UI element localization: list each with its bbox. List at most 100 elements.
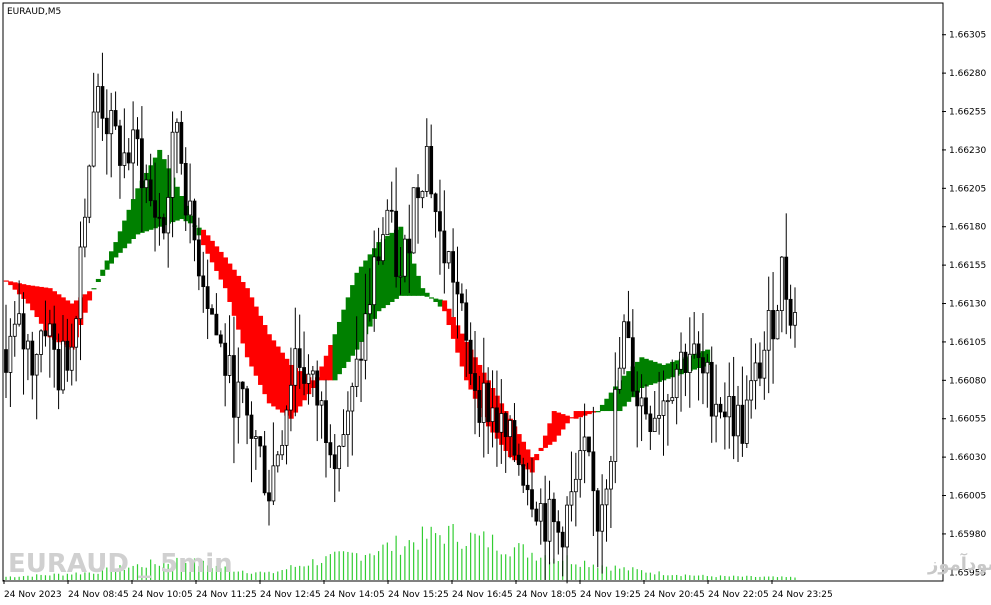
indicator-bar — [30, 285, 36, 311]
candle-body — [258, 436, 263, 447]
candle-body — [534, 508, 539, 522]
candle-body — [402, 238, 407, 277]
candle-body — [775, 310, 780, 340]
candle-body — [74, 318, 79, 348]
candle-body — [56, 348, 61, 391]
candle-body — [302, 367, 306, 384]
candle-body — [104, 117, 109, 135]
candle-body — [148, 179, 153, 202]
plot-frame — [2, 2, 944, 582]
candle-body — [192, 200, 197, 241]
candle-body — [297, 348, 302, 368]
candle-body — [118, 125, 122, 166]
candle-body — [771, 310, 775, 340]
indicator-bar — [332, 334, 338, 381]
candle-body — [525, 484, 530, 491]
candle-body — [416, 187, 420, 199]
candle-body — [648, 413, 653, 432]
candle-body — [613, 388, 618, 462]
indicator-bar — [38, 286, 44, 324]
candle-body — [319, 400, 324, 406]
candle-body — [139, 138, 144, 189]
candle-body — [407, 238, 412, 254]
candle-body — [665, 400, 670, 403]
candle-body — [600, 504, 605, 532]
candle-body — [740, 404, 745, 444]
candle-body — [87, 165, 92, 218]
candle-body — [275, 454, 280, 467]
indicator-bar — [385, 235, 391, 306]
indicator-bar — [82, 294, 88, 313]
indicator-bar — [104, 260, 110, 270]
indicator-bar — [236, 275, 242, 330]
candle-body — [144, 179, 149, 189]
candle-body — [69, 346, 74, 371]
indicator-bar — [350, 285, 356, 356]
candle-body — [280, 444, 285, 456]
x-tick-label: 24 Nov 12:45 — [260, 590, 321, 600]
indicator-bar — [336, 321, 342, 375]
indicator-bar — [354, 272, 360, 350]
candle-body — [100, 86, 105, 119]
candle-body — [214, 313, 219, 336]
indicator-bar — [639, 357, 645, 388]
indicator-bar — [279, 352, 285, 413]
candle-body — [635, 390, 640, 407]
indicator-bar — [648, 360, 654, 385]
candle-body — [749, 380, 754, 401]
candle-body — [91, 111, 96, 167]
x-tick-label: 24 Nov 16:45 — [452, 590, 513, 600]
candle-body — [359, 358, 363, 361]
x-axis: 24 Nov 2023 24 Nov 08:45 24 Nov 10:05 24 No… — [3, 580, 833, 600]
candle-body — [674, 368, 679, 399]
candle-body — [766, 310, 771, 351]
candle-body — [670, 397, 675, 402]
indicator-bar — [209, 240, 215, 263]
candle-body — [617, 367, 622, 390]
candle-body — [337, 445, 342, 470]
y-tick-label: 1.66005 — [949, 492, 986, 502]
indicator-bar — [420, 288, 426, 296]
candle-body — [236, 381, 241, 418]
indicator-bar — [415, 275, 421, 296]
indicator-bar — [266, 334, 272, 404]
indicator-bar — [525, 449, 531, 470]
candle-body — [442, 230, 447, 264]
candle-body — [161, 217, 166, 234]
candle-body — [240, 381, 245, 390]
candle-body — [39, 330, 43, 355]
candle-body — [687, 353, 692, 373]
indicator-bar — [262, 325, 268, 395]
x-tick-label: 24 Nov 2023 — [4, 590, 62, 600]
candle-body — [47, 323, 52, 337]
candle-body — [381, 234, 385, 262]
indicator-bar — [459, 333, 465, 367]
indicator-bar — [109, 251, 114, 264]
indicator-bar — [100, 269, 106, 276]
y-tick-label: 1.65980 — [949, 530, 986, 540]
candle-body — [201, 275, 206, 288]
indicator-bar — [341, 309, 347, 369]
candle-body — [521, 464, 526, 486]
indicator-bar — [556, 412, 562, 436]
candle-body — [538, 503, 543, 522]
candle-body — [218, 334, 223, 344]
indicator-bar — [389, 232, 395, 302]
y-tick-label: 1.66080 — [949, 376, 986, 386]
candle-body — [153, 200, 157, 218]
indicator-bar — [240, 282, 246, 344]
candle-body — [183, 163, 188, 216]
y-tick-label: 1.66105 — [949, 338, 986, 348]
indicator-bar — [376, 242, 382, 312]
candle-body — [179, 121, 184, 164]
indicator-bar — [626, 371, 632, 402]
candle-body — [170, 131, 175, 198]
candle-body — [17, 313, 22, 325]
indicator-bar — [573, 411, 579, 419]
indicator-bar — [599, 404, 605, 412]
candle-body — [8, 335, 13, 373]
candle-body — [573, 478, 578, 493]
indicator-bar — [323, 355, 329, 381]
candle-body — [113, 110, 118, 127]
candle-body — [508, 420, 512, 438]
